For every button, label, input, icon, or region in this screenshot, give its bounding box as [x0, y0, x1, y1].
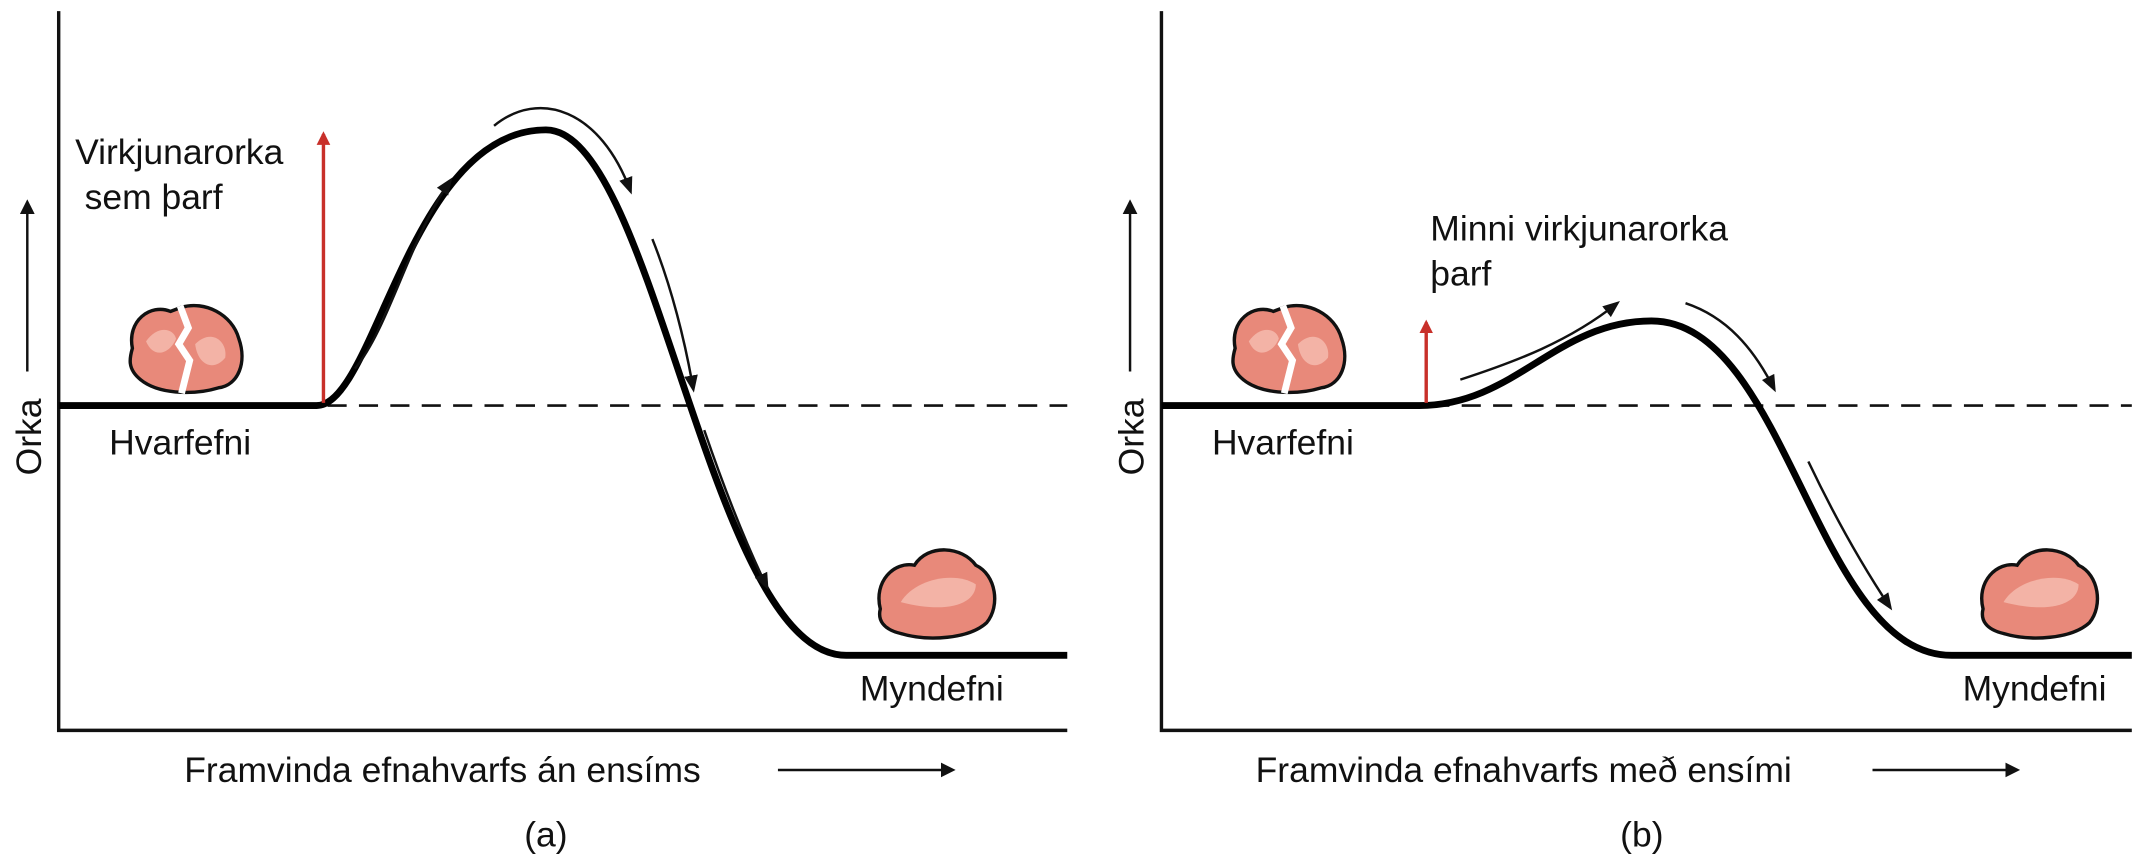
product-label: Myndefni [1963, 668, 2107, 708]
panel-a: Orka Virkjunarorka sem þarf Hvarfefni My… [9, 11, 1068, 854]
flow-arrow [651, 238, 698, 393]
energy-curve [58, 126, 1068, 659]
y-label: Orka [9, 398, 49, 475]
x-label: Framvinda efnahvarfs án ensíms [184, 750, 701, 790]
caption: (b) [1620, 814, 1663, 854]
axes [1159, 11, 2132, 733]
flow-arrow [703, 429, 769, 591]
annotation: Minni virkjunarorka [1430, 208, 1728, 248]
product-molecule [1980, 548, 2100, 640]
flow-arrow [493, 106, 633, 195]
product-label: Myndefni [860, 668, 1004, 708]
flow-arrow [1807, 460, 1893, 611]
reactant-molecule [1233, 306, 1345, 394]
annotation: sem þarf [85, 177, 223, 217]
caption: (a) [524, 814, 567, 854]
energy-curve [1161, 317, 2132, 659]
y-label: Orka [1112, 398, 1152, 475]
reactant-label: Hvarfefni [109, 423, 251, 463]
panel-b: Orka Minni virkjunarorka þarf Hvarfefni … [1112, 11, 2132, 854]
flow-arrow [1685, 302, 1776, 393]
reactant-label: Hvarfefni [1212, 423, 1354, 463]
annotation: Virkjunarorka [75, 132, 284, 172]
annotation: þarf [1430, 253, 1491, 293]
product-molecule [877, 548, 997, 640]
flow-arrow [353, 177, 453, 370]
axes [56, 11, 1068, 733]
x-label: Framvinda efnahvarfs með ensími [1256, 750, 1792, 790]
flow-arrow [1459, 301, 1620, 381]
reactant-molecule [130, 306, 242, 394]
